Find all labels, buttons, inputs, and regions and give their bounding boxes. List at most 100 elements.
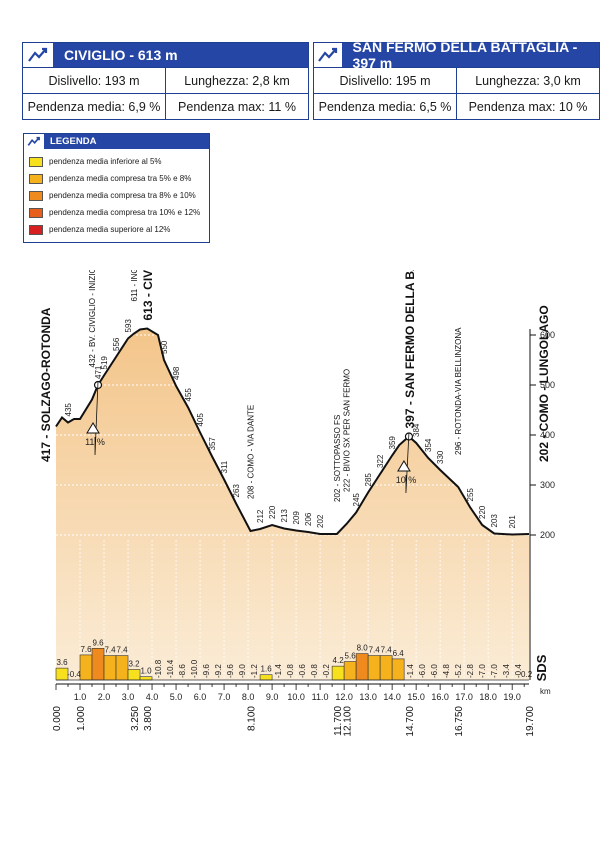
distance-mark: 14.700 — [405, 706, 416, 737]
gradient-label: 7.6 — [80, 645, 92, 654]
legend-label: pendenza media superiore al 12% — [49, 225, 171, 234]
climb-box-civiglio: CIVIGLIO - 613 m Dislivello: 193 m Lungh… — [22, 42, 309, 120]
x-tick-label: 8.0 — [242, 692, 255, 702]
mountain-icon — [24, 134, 44, 149]
altitude-label: 213 — [280, 509, 289, 523]
altitude-label: 357 — [208, 437, 217, 451]
gradient-label: -1.4 — [406, 664, 415, 678]
summit-gradient-label: 11 % — [85, 437, 105, 447]
sds-logo: SDS — [534, 654, 549, 681]
x-tick-label: 5.0 — [170, 692, 183, 702]
altitude-label: 220 — [478, 505, 487, 519]
x-tick-label: 16.0 — [431, 692, 449, 702]
climb-header: SAN FERMO DELLA BATTAGLIA - 397 m — [314, 39, 599, 71]
x-tick-label: 17.0 — [455, 692, 473, 702]
place-label: 208 - COMO - VIA DANTE — [246, 405, 255, 499]
climb-lunghezza: Lunghezza: 3,0 km — [456, 68, 599, 93]
gradient-label: -6.0 — [418, 664, 427, 678]
x-tick-label: 13.0 — [359, 692, 377, 702]
gradient-bar — [331, 665, 345, 681]
x-tick-label: 6.0 — [194, 692, 207, 702]
gradient-label: 7.4 — [381, 646, 393, 655]
legend-swatch — [29, 224, 43, 235]
altitude-label: 556 — [112, 337, 121, 351]
legend-label: pendenza media compresa tra 5% e 8% — [49, 174, 192, 183]
gradient-label: 0.2 — [521, 670, 533, 679]
gradient-bar — [391, 658, 405, 681]
gradient-label: -0.2 — [322, 664, 331, 678]
gradient-label: 3.2 — [128, 659, 140, 668]
place-label: 613 - CIVIGLIO CENTRO — [141, 270, 155, 321]
distance-mark: 1.000 — [76, 706, 87, 731]
legend-swatch — [29, 156, 43, 167]
x-tick-label: 2.0 — [98, 692, 111, 702]
gradient-label: 7.4 — [104, 646, 116, 655]
place-label: 611 - INGRESSO IN CIVIGLIO — [130, 270, 139, 302]
legend-title: LEGENDA — [50, 136, 97, 147]
gradient-label: -0.8 — [310, 664, 319, 678]
gradient-label: 7.4 — [116, 646, 128, 655]
legend-item: pendenza media superiore al 12% — [29, 221, 204, 238]
x-tick-label: 15.0 — [407, 692, 425, 702]
gradient-label: -7.0 — [478, 664, 487, 678]
gradient-label: -8.6 — [178, 664, 187, 678]
altitude-label: 359 — [388, 436, 397, 450]
legend-swatch — [29, 207, 43, 218]
distance-mark: 8.100 — [246, 706, 257, 731]
x-tick-label: 14.0 — [383, 692, 401, 702]
distance-mark: 19.700 — [525, 706, 536, 737]
x-axis-unit: km — [540, 687, 551, 696]
x-tick-label: 3.0 — [122, 692, 135, 702]
x-tick-label: 4.0 — [146, 692, 159, 702]
climb-dislivello: Dislivello: 195 m — [339, 73, 431, 88]
altitude-label: 455 — [184, 388, 193, 402]
y-tick-label: 300 — [540, 480, 555, 490]
gradient-bar — [367, 655, 381, 681]
climb-title: CIVIGLIO - 613 m — [64, 47, 178, 63]
gradient-label: -9.0 — [238, 664, 247, 678]
gradient-label: -3.4 — [502, 664, 511, 678]
legend-item: pendenza media compresa tra 10% e 12% — [29, 204, 204, 221]
altitude-label: 322 — [376, 454, 385, 468]
gradient-label: -9.6 — [226, 664, 235, 678]
legend-item: pendenza media inferiore al 5% — [29, 153, 204, 170]
distance-mark: 0.000 — [52, 706, 63, 731]
y-tick-label: 600 — [540, 330, 555, 340]
climb-dislivello: Dislivello: 193 m — [48, 73, 140, 88]
altitude-profile-chart: 3.6-0.47.69.67.4 7.43.21.0 -10.8 -10.4 -8.6-… — [39, 270, 555, 737]
gradient-label: 9.6 — [92, 638, 104, 647]
legend-items: pendenza media inferiore al 5% pendenza m… — [24, 149, 209, 242]
gradient-bar — [379, 655, 393, 681]
x-tick-label: 12.0 — [335, 692, 353, 702]
altitude-label: 471 — [94, 365, 103, 379]
gradient-label: -5.2 — [454, 664, 463, 678]
y-tick-label: 200 — [540, 530, 555, 540]
gradient-bar — [79, 654, 93, 681]
altitude-label: 212 — [256, 509, 265, 523]
x-tick-label: 1.0 — [74, 692, 87, 702]
altitude-label: 202 — [316, 514, 325, 528]
climb-pendenza-max: Pendenza max: 11 % — [165, 94, 308, 119]
altitude-label: 245 — [352, 493, 361, 507]
legend: LEGENDA pendenza media inferiore al 5% pe… — [23, 133, 210, 243]
distance-mark: 3.250 — [130, 706, 141, 731]
climb-title: SAN FERMO DELLA BATTAGLIA - 397 m — [352, 39, 578, 71]
gradient-label: 3.6 — [56, 658, 68, 667]
gradient-label: 1.6 — [261, 665, 273, 674]
x-tick-label: 10.0 — [287, 692, 305, 702]
gradient-bar — [115, 655, 129, 681]
altitude-label: 405 — [196, 413, 205, 427]
legend-item: pendenza media compresa tra 8% e 10% — [29, 187, 204, 204]
gradient-label: 1.0 — [140, 667, 152, 676]
gradient-label: -0.8 — [286, 664, 295, 678]
climb-pendenza-media: Pendenza media: 6,9 % — [27, 99, 161, 114]
profile-area — [56, 328, 529, 680]
climb-header: CIVIGLIO - 613 m — [23, 43, 308, 67]
altitude-label: 255 — [466, 488, 475, 502]
gradient-label: 6.4 — [393, 649, 405, 658]
summit-gradient-label: 10 % — [396, 475, 417, 485]
gradient-label: 5.6 — [345, 652, 357, 661]
gradient-label: 7.4 — [369, 646, 381, 655]
altitude-label: 220 — [268, 505, 277, 519]
mountain-icon — [314, 43, 343, 67]
